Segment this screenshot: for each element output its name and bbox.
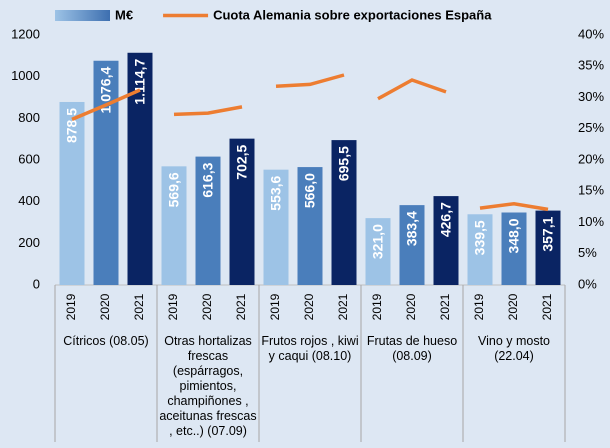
legend-label: Cuota Alemania sobre exportaciones Españ… — [213, 7, 492, 22]
group-label: Frutos rojos , kiwi y caqui (08.10) — [261, 334, 359, 363]
value-label: 383,4 — [404, 211, 420, 246]
value-label: 426,7 — [438, 202, 454, 237]
y-tick-label: 600 — [18, 151, 40, 166]
y2-tick-label: 5% — [578, 245, 597, 260]
value-label: 566,0 — [302, 173, 318, 208]
x-tick-label: 2019 — [166, 293, 180, 320]
bar — [433, 196, 459, 285]
x-tick-label: 2020 — [200, 293, 214, 320]
value-label: 702,5 — [234, 144, 250, 179]
bar — [365, 218, 391, 285]
x-tick-label: 2021 — [540, 293, 554, 320]
value-label: 321,0 — [370, 224, 386, 259]
line-series — [479, 201, 549, 212]
group-label: Vino y mosto (22.04) — [477, 334, 551, 363]
y2-tick-label: 30% — [578, 89, 604, 104]
y2-tick-label: 40% — [578, 26, 604, 41]
y2-tick-label: 35% — [578, 58, 604, 73]
group-label: Cítricos (08.05) — [63, 334, 149, 348]
value-label: 695,5 — [336, 146, 352, 181]
value-label: 348,0 — [506, 218, 522, 253]
line-series — [275, 73, 345, 88]
line-series — [377, 78, 447, 101]
x-tick-label: 2021 — [336, 293, 350, 320]
line-series — [173, 105, 243, 117]
bar — [501, 212, 527, 285]
bar — [399, 205, 425, 285]
legend-label: M€ — [115, 7, 133, 22]
y2-tick-label: 0% — [578, 276, 597, 291]
y2-tick-label: 25% — [578, 120, 604, 135]
group-label: Frutas de hueso (08.09) — [366, 334, 458, 363]
x-tick-label: 2020 — [506, 293, 520, 320]
y-tick-label: 0 — [33, 276, 40, 291]
x-tick-label: 2019 — [472, 293, 486, 320]
x-tick-label: 2019 — [370, 293, 384, 320]
y-tick-label: 200 — [18, 235, 40, 250]
y2-tick-label: 20% — [578, 151, 604, 166]
bar — [263, 169, 289, 285]
bar — [297, 167, 323, 285]
bar — [535, 210, 561, 285]
line-series — [71, 88, 141, 121]
y2-tick-label: 10% — [578, 214, 604, 229]
x-tick-label: 2019 — [268, 293, 282, 320]
value-label: 1.114,7 — [132, 59, 148, 105]
x-tick-label: 2021 — [132, 293, 146, 320]
bar — [467, 214, 493, 285]
legend-swatch — [55, 10, 110, 21]
value-label: 339,5 — [472, 220, 488, 255]
y-tick-label: 1200 — [11, 26, 40, 41]
group-label: Otras hortalizas frescas (espárragos, pi… — [159, 334, 257, 438]
bar — [59, 101, 85, 286]
x-tick-label: 2020 — [404, 293, 418, 320]
value-label: 553,6 — [268, 175, 284, 210]
x-tick-label: 2021 — [438, 293, 452, 320]
y-tick-label: 800 — [18, 110, 40, 125]
value-label: 616,3 — [200, 162, 216, 197]
value-label: 569,6 — [166, 172, 182, 207]
y2-tick-label: 15% — [578, 183, 604, 198]
bar — [229, 138, 255, 285]
value-label: 878,5 — [64, 108, 80, 143]
bar — [93, 60, 119, 285]
y-tick-label: 1000 — [11, 68, 40, 83]
value-label: 357,1 — [540, 216, 556, 251]
bar — [161, 166, 187, 285]
y-tick-label: 400 — [18, 193, 40, 208]
x-tick-label: 2020 — [98, 293, 112, 320]
bar — [331, 140, 357, 285]
x-tick-label: 2020 — [302, 293, 316, 320]
bar — [195, 156, 221, 285]
x-tick-label: 2021 — [234, 293, 248, 320]
x-tick-label: 2019 — [64, 293, 78, 320]
